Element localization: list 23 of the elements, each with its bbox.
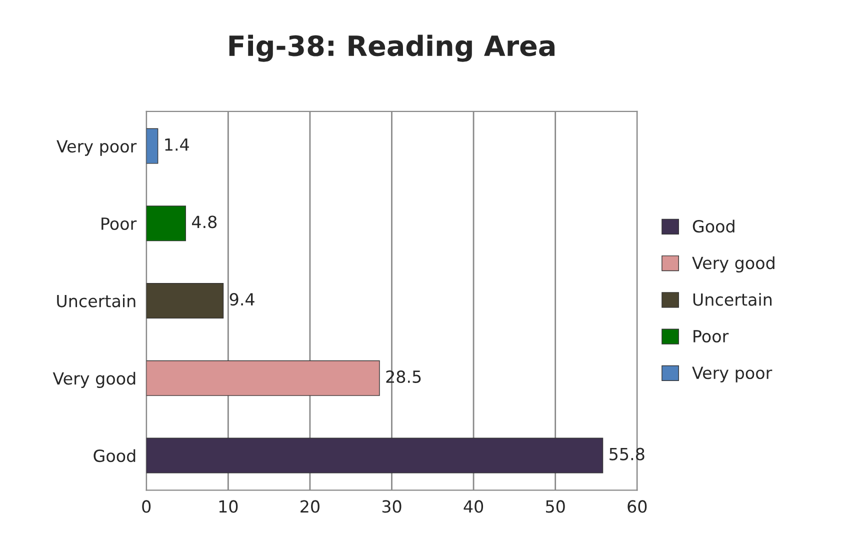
x-tick-label: 40 bbox=[464, 500, 484, 513]
legend-label: Very poor bbox=[692, 366, 772, 382]
chart-title: Fig-38: Reading Area bbox=[229, 34, 554, 62]
x-tick-label: 60 bbox=[628, 500, 647, 513]
x-tick-label: 30 bbox=[382, 500, 402, 513]
data-label: 9.4 bbox=[230, 293, 254, 306]
legend-label: Very good bbox=[692, 256, 774, 272]
x-tick-label: 20 bbox=[300, 500, 320, 513]
legend-label: Good bbox=[692, 220, 734, 233]
x-tick-label: 0 bbox=[142, 500, 151, 513]
data-label: 28.5 bbox=[386, 370, 421, 383]
data-label: 4.8 bbox=[192, 216, 217, 228]
y-tick-label: Poor bbox=[102, 218, 137, 230]
y-tick-label: Very poor bbox=[56, 140, 137, 156]
x-tick-label: 50 bbox=[546, 500, 565, 513]
legend-label: Poor bbox=[694, 330, 729, 342]
y-tick-label: Very good bbox=[52, 372, 136, 388]
data-label: 1.4 bbox=[165, 138, 189, 151]
y-tick-label: Uncertain bbox=[57, 294, 136, 308]
y-tick-label: Good bbox=[94, 449, 136, 462]
data-label: 55.8 bbox=[610, 448, 644, 460]
legend-label: Uncertain bbox=[693, 292, 772, 306]
x-tick-label: 10 bbox=[219, 500, 238, 513]
